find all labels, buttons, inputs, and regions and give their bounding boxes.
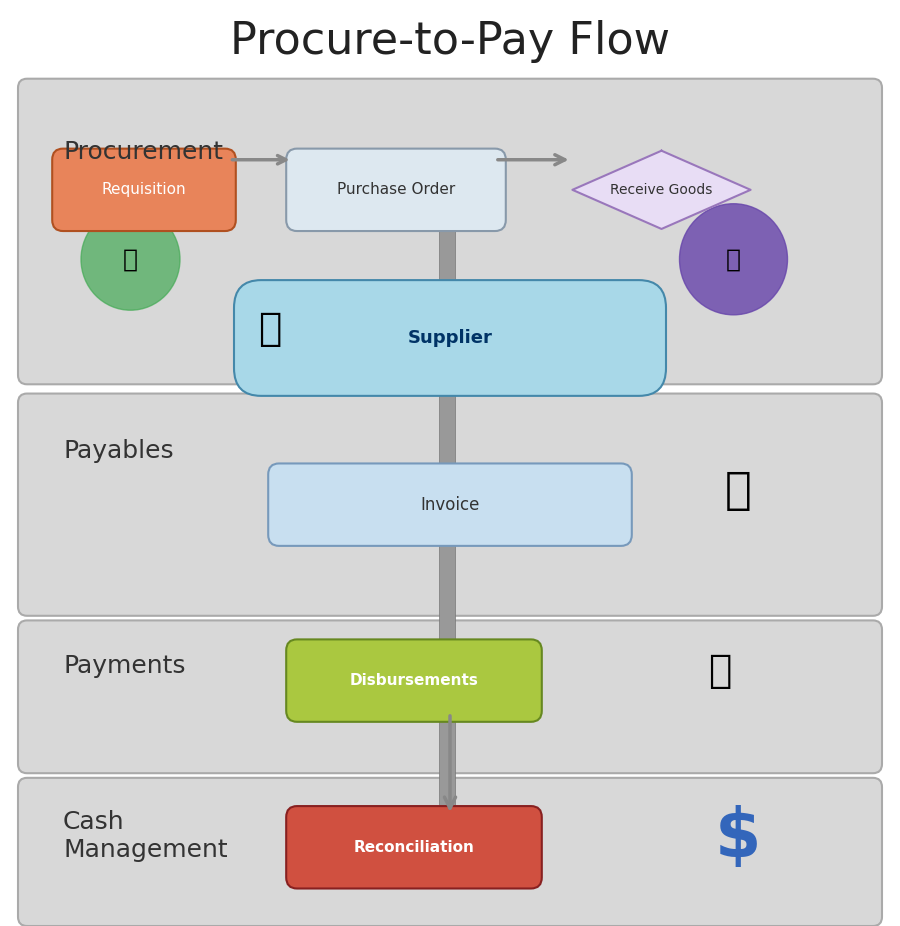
FancyBboxPatch shape [286,639,542,722]
Circle shape [81,208,180,310]
Text: Procurement: Procurement [63,140,223,164]
Text: Supplier: Supplier [408,329,492,347]
Text: Requisition: Requisition [102,182,186,197]
Text: Disbursements: Disbursements [349,673,479,688]
FancyBboxPatch shape [286,148,506,231]
FancyBboxPatch shape [18,394,882,616]
FancyBboxPatch shape [18,79,882,384]
Text: Receive Goods: Receive Goods [610,182,713,197]
Bar [439,368,455,474]
Polygon shape [572,151,751,229]
Text: 🚛: 🚛 [726,247,741,271]
Circle shape [680,204,788,315]
Text: Reconciliation: Reconciliation [354,840,474,855]
Bar [439,219,455,307]
Text: Cash
Management: Cash Management [63,810,228,862]
Text: Purchase Order: Purchase Order [337,182,455,197]
Text: 📄: 📄 [724,469,751,512]
FancyBboxPatch shape [18,778,882,926]
FancyBboxPatch shape [286,806,542,889]
Bar [439,534,455,650]
Text: Payables: Payables [63,440,174,464]
FancyBboxPatch shape [234,280,666,396]
Text: 💳: 💳 [708,652,732,691]
FancyBboxPatch shape [52,148,236,231]
Text: 👷: 👷 [258,309,282,348]
Text: Invoice: Invoice [420,495,480,514]
Text: $: $ [715,805,761,871]
Bar [439,711,455,817]
Text: 🛒: 🛒 [123,247,138,271]
Text: Procure-to-Pay Flow: Procure-to-Pay Flow [230,20,670,63]
Text: Payments: Payments [63,654,185,678]
FancyBboxPatch shape [18,620,882,773]
FancyBboxPatch shape [268,464,632,545]
